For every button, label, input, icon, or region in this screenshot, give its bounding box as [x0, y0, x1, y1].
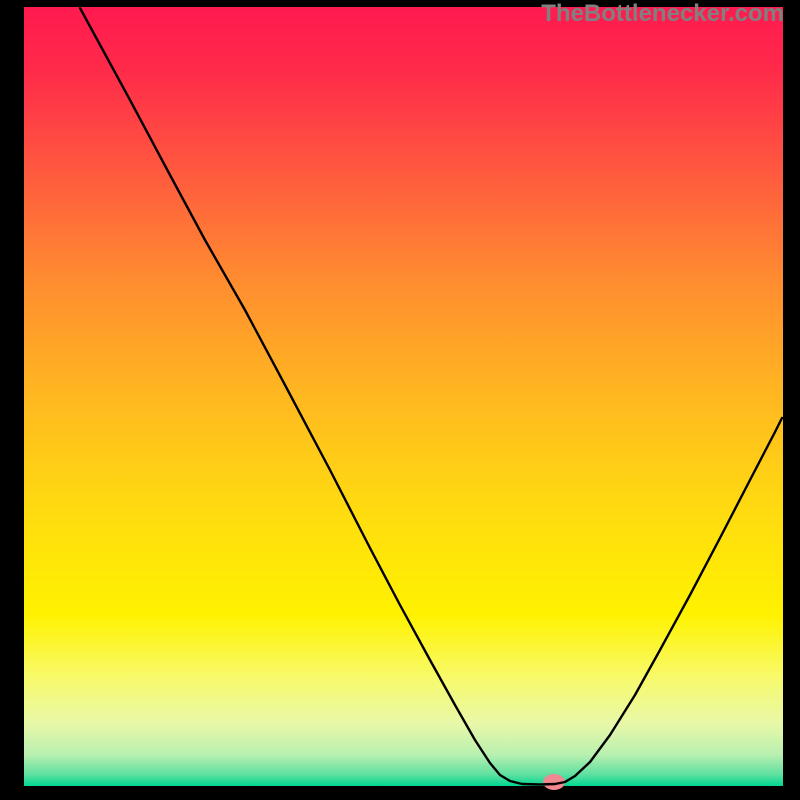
curve-layer: [0, 0, 800, 800]
bottleneck-curve: [80, 8, 782, 785]
watermark-text: TheBottlenecker.com: [541, 0, 784, 28]
chart-container: TheBottlenecker.com: [0, 0, 800, 800]
